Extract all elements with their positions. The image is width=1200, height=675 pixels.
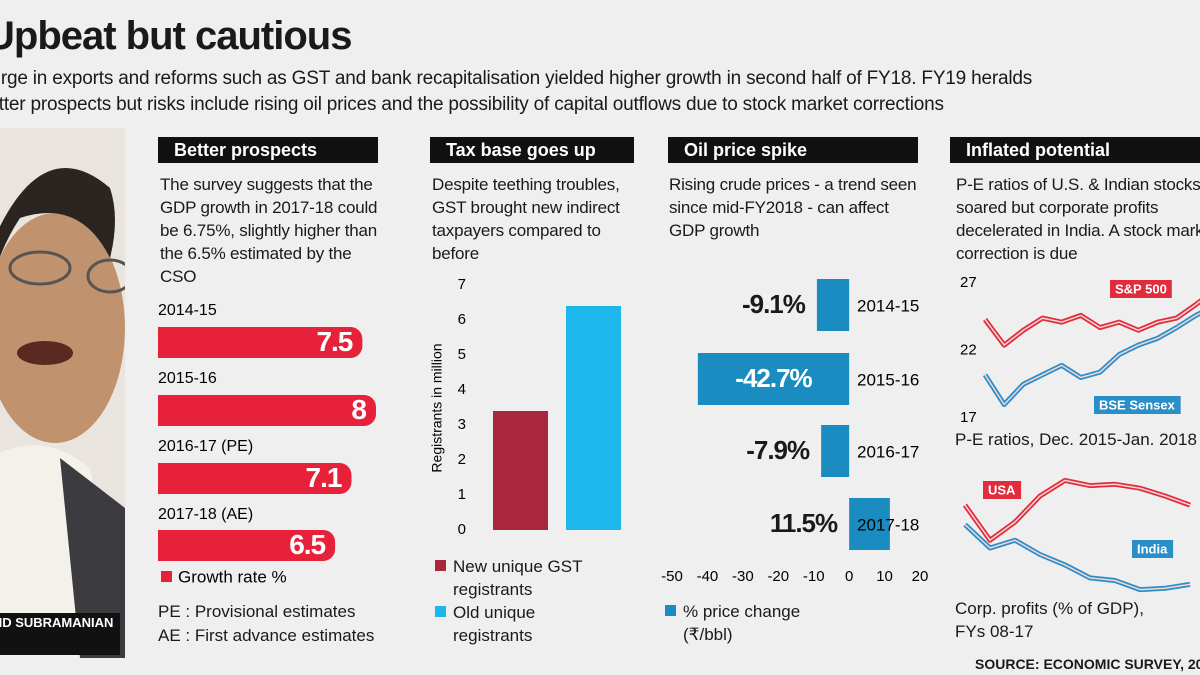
legend-label: Growth rate %: [178, 567, 287, 586]
mouth: [17, 341, 73, 365]
face: [0, 213, 125, 443]
line-casing: [982, 298, 1200, 348]
x-tick-label: -20: [767, 568, 789, 585]
category-label: 2017-18 (AE): [158, 506, 253, 523]
value-label: 7.5: [316, 326, 352, 357]
bar: [849, 498, 890, 550]
line: [984, 300, 1200, 346]
category-label: 2014-15: [158, 302, 217, 319]
y-tick-label: 27: [960, 274, 977, 291]
value-label: -9.1%: [742, 289, 806, 319]
panel-title: Tax base goes up: [430, 137, 634, 163]
bar: [821, 425, 850, 477]
title: Upbeat but cautious: [0, 14, 352, 58]
panel-title: Inflated potential: [950, 137, 1200, 163]
caption: Corp. profits (% of GDP), FYs 08-17: [955, 599, 1144, 641]
legend-box: [983, 481, 1022, 499]
y-tick-label: 1: [458, 486, 466, 503]
category-label: 2017-18: [857, 515, 919, 534]
x-tick-label: -30: [732, 568, 754, 585]
photo: [0, 128, 125, 658]
legend-swatch: [435, 606, 446, 617]
y-tick-label: 3: [458, 416, 466, 433]
subtitle: Surge in exports and reforms such as GST…: [0, 68, 1033, 89]
value-label: 11.5%: [770, 508, 838, 538]
photo-caption: ARVIND SUBRAMANIAN: [0, 615, 114, 630]
legend-label: % price change (₹/bbl): [683, 602, 801, 644]
note: PE : Provisional estimates: [158, 602, 356, 621]
jacket: [60, 458, 125, 658]
legend-swatch: [665, 605, 676, 616]
legend-label: Old unique registrants: [453, 603, 536, 645]
y-tick-label: 6: [458, 311, 466, 328]
legend-label: New unique GST registrants: [453, 557, 583, 599]
line: [964, 479, 1191, 541]
description: Despite teething troubles, GST brought n…: [432, 175, 620, 263]
category-label: 2016-17 (PE): [158, 438, 253, 455]
y-tick-label: 5: [458, 346, 466, 363]
hair: [0, 168, 115, 258]
x-tick-label: -40: [697, 568, 719, 585]
legend-label: BSE Sensex: [1099, 397, 1176, 412]
bar: [493, 411, 548, 530]
x-tick-label: -10: [803, 568, 825, 585]
legend-swatch: [161, 571, 172, 582]
legend-label: S&P 500: [1115, 281, 1167, 296]
category-label: 2014-15: [857, 296, 919, 315]
category-label: 2015-16: [158, 370, 217, 387]
legend-label: USA: [988, 482, 1016, 497]
x-tick-label: 0: [845, 568, 853, 585]
y-axis-label: Registrants in million: [429, 343, 445, 472]
line: [984, 312, 1200, 406]
y-tick-label: 0: [458, 521, 466, 538]
bar: [816, 279, 850, 331]
value-label: -7.9%: [746, 435, 810, 465]
subtitle: better prospects but risks include risin…: [0, 94, 944, 115]
legend-swatch: [435, 560, 446, 571]
value-label: 8: [351, 394, 366, 425]
caption-box: [0, 613, 120, 655]
y-tick-label: 7: [458, 276, 466, 293]
bar: [158, 327, 363, 358]
legend-box: [1110, 280, 1172, 298]
caption: P-E ratios, Dec. 2015-Jan. 2018: [955, 430, 1197, 449]
legend-label: India: [1137, 541, 1168, 556]
bar: [158, 463, 352, 494]
description: The survey suggests that the GDP growth …: [160, 175, 378, 286]
panel-title: Better prospects: [158, 137, 378, 163]
line: [964, 524, 1191, 591]
y-tick-label: 2: [458, 451, 466, 468]
value-label: 6.5: [289, 529, 325, 560]
glasses: [86, 258, 125, 294]
x-tick-label: -50: [661, 568, 683, 585]
x-tick-label: 20: [912, 568, 929, 585]
bar: [697, 353, 850, 405]
value-label: 7.1: [306, 462, 342, 493]
bar: [158, 530, 336, 561]
y-tick-label: 22: [960, 341, 977, 358]
category-label: 2015-16: [857, 370, 919, 389]
bar: [158, 395, 376, 426]
description: P-E ratios of U.S. & Indian stocks soare…: [956, 175, 1200, 263]
panel-title: Oil price spike: [668, 137, 918, 163]
glasses: [8, 250, 72, 286]
bar: [566, 306, 621, 530]
y-tick-label: 4: [458, 381, 466, 398]
source: SOURCE: ECONOMIC SURVEY, 2018: [975, 656, 1200, 672]
value-label: -42.7%: [735, 363, 812, 393]
category-label: 2016-17: [857, 442, 919, 461]
legend-box: [1132, 540, 1174, 558]
y-tick-label: 17: [960, 409, 977, 426]
note: AE : First advance estimates: [158, 626, 375, 645]
x-tick-label: 10: [876, 568, 893, 585]
description: Rising crude prices - a trend seen since…: [669, 175, 917, 240]
legend-box: [1094, 396, 1181, 414]
